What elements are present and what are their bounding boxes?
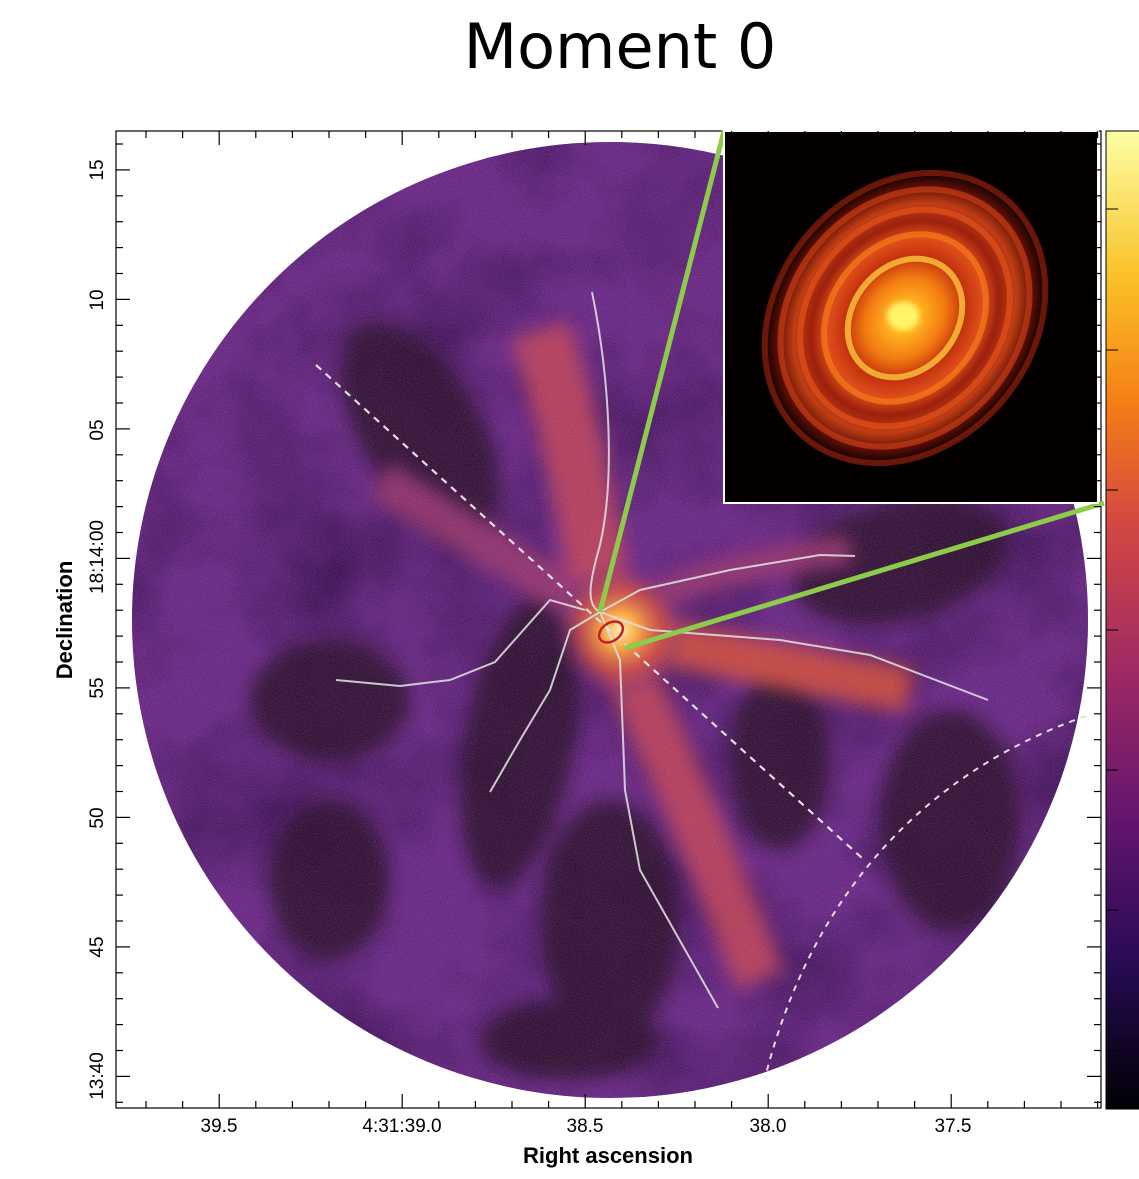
x-tick-labels: 39.5 4:31:39.0 38.5 38.0 37.5 xyxy=(201,1116,972,1137)
y-tick-label: 50 xyxy=(87,807,108,828)
y-tick-label: 13:40 xyxy=(87,1052,108,1100)
x-tick-label: 4:31:39.0 xyxy=(362,1116,441,1137)
x-tick-label: 38.5 xyxy=(567,1116,604,1137)
x-tick-label: 38.0 xyxy=(750,1116,787,1137)
y-tick-label: 18:14:00 xyxy=(87,520,108,594)
y-axis-title: Declination xyxy=(52,561,77,680)
x-tick-label: 37.5 xyxy=(935,1116,972,1137)
x-tick-label: 39.5 xyxy=(201,1116,238,1137)
filament-tracings xyxy=(335,291,989,1009)
y-tick-label: 55 xyxy=(87,677,108,698)
y-tick-label: 15 xyxy=(87,159,108,180)
x-axis-title: Right ascension xyxy=(523,1143,693,1168)
x-axis-ticks xyxy=(145,131,1099,1108)
colorbar xyxy=(1105,130,1139,1110)
y-tick-labels: 15 10 05 18:14:00 55 50 45 13:40 xyxy=(87,159,108,1099)
source-ellipse xyxy=(597,620,625,644)
colorbar-ticks xyxy=(1106,208,1118,1051)
dashed-arc xyxy=(764,715,1087,1079)
y-tick-label: 45 xyxy=(87,936,108,957)
y-tick-label: 10 xyxy=(87,289,108,310)
y-axis-ticks xyxy=(116,143,1101,1103)
outflow-axis-dashed-line xyxy=(315,364,863,859)
y-tick-label: 05 xyxy=(87,419,108,440)
figure-title: Moment 0 xyxy=(463,10,777,83)
inset-link-lines xyxy=(597,130,1105,651)
inset-disk-image xyxy=(723,130,1099,504)
